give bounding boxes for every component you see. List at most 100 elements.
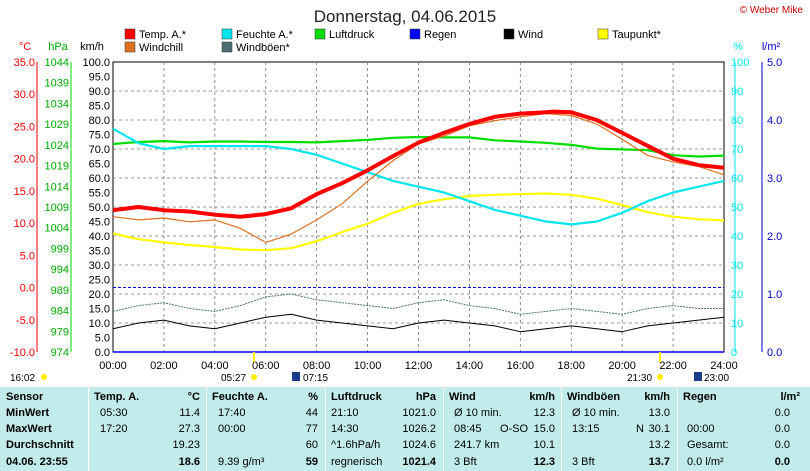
weather-chart: °C hPa km/h% l/m² 35.0 30.0 25.0 20.0 15.0 10.0 5.… (10, 5, 804, 384)
column-separator (325, 387, 326, 471)
humidity-value: 77 (305, 423, 318, 435)
row-label: Durchschnitt (6, 439, 74, 451)
temp-unit-label: °C (19, 41, 31, 53)
temp-tick-label: 35.0 (14, 57, 35, 69)
series-line-wind (112, 313, 725, 333)
wind-tick-label: 50.0 (89, 202, 110, 214)
humidity-tick-label: 50 (731, 202, 743, 214)
wind-time: 08:45 (454, 423, 482, 435)
temp-tick-label: 5.0 (20, 250, 35, 262)
humidity-tick-label: 0 (731, 347, 737, 359)
humidity-tick-label: 70 (731, 144, 743, 156)
temp-tick-label: 30.0 (14, 89, 35, 101)
moonrise-icon (292, 372, 300, 381)
wind-tick-label: 100.0 (82, 57, 110, 69)
wind-direction: O-SO (500, 423, 529, 435)
gust-value: 13.2 (648, 439, 670, 451)
humidity-value: 60 (305, 439, 318, 451)
wind-tick-label: 80.0 (89, 115, 110, 127)
rain-time: 0.0 l/m² (687, 456, 724, 468)
wind-tick-label: 25.0 (89, 275, 110, 287)
legend-swatch (409, 28, 421, 40)
header-gusts: Windböen (567, 391, 621, 403)
wind-tick-label: 65.0 (89, 159, 110, 171)
x-tick-label: 02:00 (150, 360, 178, 372)
pressure-value: 1021.4 (402, 456, 436, 468)
humidity-tick-label: 60 (731, 173, 743, 185)
legend-label: Wind (518, 29, 543, 41)
credit-label: © Weber Mike (740, 5, 804, 16)
series-line-feuchte-a (112, 127, 725, 226)
temp-tick-label: -5.0 (16, 315, 35, 327)
humidity-tick-label: 20 (731, 289, 743, 301)
x-tick-label: 20:00 (608, 360, 636, 372)
rain-tick-label: 1.0 (767, 289, 782, 301)
pressure-value: 1026.2 (402, 423, 436, 435)
row-label: MaxWert (6, 423, 52, 435)
x-tick-label: 10:00 (354, 360, 382, 372)
pressure-time: regnerisch (331, 456, 383, 468)
wind-value: 12.3 (533, 456, 555, 468)
header-sensor: Sensor (6, 391, 44, 403)
temp-tick-label: 15.0 (14, 186, 35, 198)
moon-icon (41, 374, 47, 380)
legend-swatch (314, 28, 326, 40)
humidity-time: 00:00 (218, 423, 246, 435)
x-tick-label: 06:00 (252, 360, 280, 372)
pressure-tick-label: 1019 (45, 161, 69, 173)
header-pressure-unit: hPa (415, 391, 436, 403)
x-tick-label: 14:00 (456, 360, 484, 372)
pressure-value: 1024.6 (402, 439, 436, 451)
pressure-tick-label: 1009 (45, 202, 69, 214)
wind-tick-label: 70.0 (89, 144, 110, 156)
sunset-icon (657, 374, 663, 380)
column-separator (206, 387, 207, 471)
temp-tick-label: 25.0 (14, 121, 35, 133)
legend-swatch (221, 41, 233, 53)
temp-tick-label: 0.0 (20, 283, 35, 295)
wind-tick-label: 0.0 (95, 347, 110, 359)
rain-tick-label: 2.0 (767, 231, 782, 243)
series-line-temp-a (112, 109, 725, 219)
legend-label: Regen (424, 29, 456, 41)
legend-swatch (503, 28, 515, 40)
wind-tick-label: 40.0 (89, 231, 110, 243)
humidity-value: 59 (305, 456, 318, 468)
header-temp: Temp. A. (94, 391, 140, 403)
wind-tick-label: 10.0 (89, 318, 110, 330)
wind-value: 15.0 (533, 423, 555, 435)
wind-time: Ø 10 min. (454, 407, 502, 419)
sunset-time: 21:30 (627, 373, 652, 384)
pressure-tick-label: 989 (51, 285, 69, 297)
pressure-tick-label: 1034 (45, 98, 69, 110)
wind-tick-label: 55.0 (89, 188, 110, 200)
wind-tick-label: 20.0 (89, 289, 110, 301)
wind-tick-label: 90.0 (89, 86, 110, 98)
wind-tick-label: 75.0 (89, 130, 110, 142)
wind-tick-label: 60.0 (89, 173, 110, 185)
pressure-tick-label: 1029 (45, 119, 69, 131)
column-separator (561, 387, 562, 471)
rain-time: 00:00 (687, 423, 715, 435)
rain-unit-label: l/m² (762, 41, 781, 53)
sunrise-time: 05:27 (221, 373, 246, 384)
temp-time: 17:20 (100, 423, 128, 435)
x-tick-label: 24:00 (710, 360, 738, 372)
x-tick-label: 18:00 (557, 360, 585, 372)
legend-swatch (597, 28, 609, 40)
wind-tick-label: 15.0 (89, 304, 110, 316)
moonset-time: 16:02 (10, 373, 35, 384)
rain-value: 0.0 (774, 439, 790, 451)
gust-direction: N (636, 423, 644, 435)
pressure-tick-label: 984 (51, 306, 69, 318)
pressure-tick-label: 979 (51, 326, 69, 338)
pressure-time: 14:30 (331, 423, 359, 435)
header-gusts-unit: km/h (644, 391, 670, 403)
humidity-time: 17:40 (218, 407, 246, 419)
gust-time: Ø 10 min. (572, 407, 620, 419)
sun-moon-times: 16:02 05:27 07:15 21:30 23:00 (10, 352, 729, 384)
legend-label: Temp. A.* (139, 29, 187, 41)
temp-tick-label: 20.0 (14, 154, 35, 166)
gust-value: 30.1 (648, 423, 670, 435)
pressure-tick-label: 1014 (45, 181, 69, 193)
